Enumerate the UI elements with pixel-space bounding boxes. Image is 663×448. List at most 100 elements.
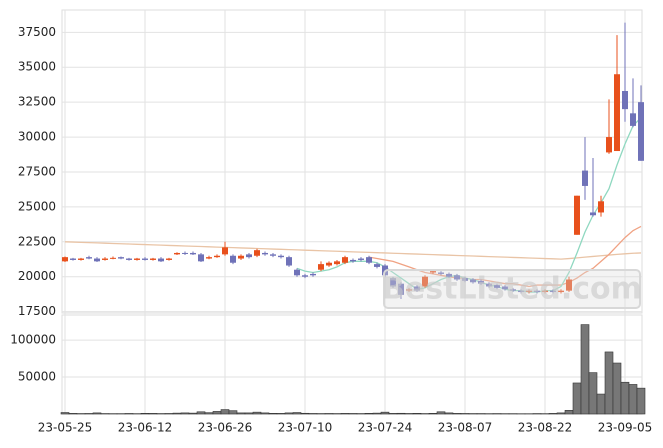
candle-body xyxy=(206,257,212,258)
candle-body xyxy=(366,257,372,263)
candle-body xyxy=(342,257,348,263)
candle-body xyxy=(78,259,84,260)
volume-bar xyxy=(85,413,93,414)
candle-body xyxy=(606,137,612,152)
volume-bar xyxy=(349,413,357,414)
volume-bar xyxy=(165,413,173,414)
volume-bar xyxy=(581,325,589,414)
volume-bar xyxy=(405,413,413,414)
candle-body xyxy=(70,259,76,260)
volume-bar xyxy=(189,413,197,414)
volume-bar xyxy=(93,413,101,414)
volume-bar xyxy=(461,413,469,414)
volume-bar xyxy=(413,413,421,414)
y-tick-label: 32500 xyxy=(18,95,56,109)
volume-bar xyxy=(437,412,445,414)
candle-body xyxy=(350,260,356,261)
volume-bar xyxy=(261,413,269,414)
candle-body xyxy=(238,256,244,259)
moving-average-line xyxy=(297,118,641,293)
volume-bar xyxy=(285,413,293,414)
volume-bar xyxy=(253,412,261,414)
volume-bar xyxy=(589,373,597,414)
x-tick-label: 23-07-24 xyxy=(358,421,412,435)
candle-body xyxy=(142,259,148,260)
volume-bar xyxy=(341,413,349,414)
candle-body xyxy=(318,264,324,270)
x-tick-label: 23-08-22 xyxy=(518,421,572,435)
volume-bar xyxy=(213,411,221,414)
candle-body xyxy=(262,253,268,254)
y-tick-label: 22500 xyxy=(18,234,56,248)
volume-bar xyxy=(69,413,77,414)
moving-average-line xyxy=(65,242,641,259)
volume-bar xyxy=(141,413,149,414)
volume-bar xyxy=(309,413,317,414)
y-tick-label: 30000 xyxy=(18,130,56,144)
volume-bar xyxy=(397,413,405,414)
candle-body xyxy=(582,171,588,186)
candle-body xyxy=(598,201,604,212)
price-panel xyxy=(62,10,642,313)
volume-bar xyxy=(301,413,309,414)
candle-body xyxy=(630,113,636,126)
candle-body xyxy=(150,259,156,260)
candle-body xyxy=(102,259,108,260)
volume-bar xyxy=(453,413,461,414)
y-tick-label: 50000 xyxy=(18,370,56,384)
volume-bar xyxy=(557,413,565,414)
volume-bar xyxy=(597,394,605,414)
volume-bar xyxy=(269,413,277,414)
volume-bar xyxy=(373,413,381,414)
candle-body xyxy=(230,256,236,263)
candle-body xyxy=(222,247,228,254)
candle-body xyxy=(86,257,92,258)
volume-bar xyxy=(365,413,373,414)
candle-body xyxy=(334,261,340,264)
volume-bar xyxy=(277,413,285,414)
candle-body xyxy=(254,250,260,256)
volume-bar xyxy=(381,412,389,414)
candle-body xyxy=(126,259,132,260)
volume-bar xyxy=(549,413,557,414)
volume-bar xyxy=(237,413,245,414)
candle-body xyxy=(310,274,316,275)
watermark-text: BestListed.com xyxy=(382,272,642,307)
volume-bar xyxy=(229,411,237,414)
y-tick-label: 35000 xyxy=(18,60,56,74)
volume-bar xyxy=(621,382,629,414)
volume-bar xyxy=(613,363,621,414)
candle-body xyxy=(574,196,580,235)
x-tick-label: 23-05-25 xyxy=(38,421,92,435)
candle-body xyxy=(622,91,628,109)
candle-body xyxy=(62,257,68,261)
candle-body xyxy=(94,259,100,262)
volume-bar xyxy=(637,388,645,414)
y-tick-label: 25000 xyxy=(18,199,56,213)
candle-body xyxy=(294,270,300,276)
volume-bar xyxy=(205,413,213,414)
volume-bar xyxy=(429,413,437,414)
y-tick-label: 100000 xyxy=(10,333,56,347)
candle-body xyxy=(590,212,596,215)
volume-bar xyxy=(445,413,453,414)
volume-bar xyxy=(605,352,613,414)
y-tick-label: 17500 xyxy=(18,304,56,318)
candle-body xyxy=(166,259,172,260)
candle-body xyxy=(302,275,308,276)
x-tick-label: 23-09-05 xyxy=(598,421,652,435)
volume-bar xyxy=(565,410,573,414)
volume-bar xyxy=(125,413,133,414)
candle-body xyxy=(374,264,380,267)
candle-body xyxy=(614,74,620,151)
candle-body xyxy=(358,259,364,260)
volume-panel xyxy=(62,315,642,414)
candle-body xyxy=(182,253,188,254)
y-tick-label: 37500 xyxy=(18,25,56,39)
x-tick-label: 23-07-10 xyxy=(278,421,332,435)
candle-body xyxy=(190,253,196,254)
candle-body xyxy=(278,256,284,257)
volume-bar xyxy=(245,413,253,414)
candle-body xyxy=(198,254,204,261)
